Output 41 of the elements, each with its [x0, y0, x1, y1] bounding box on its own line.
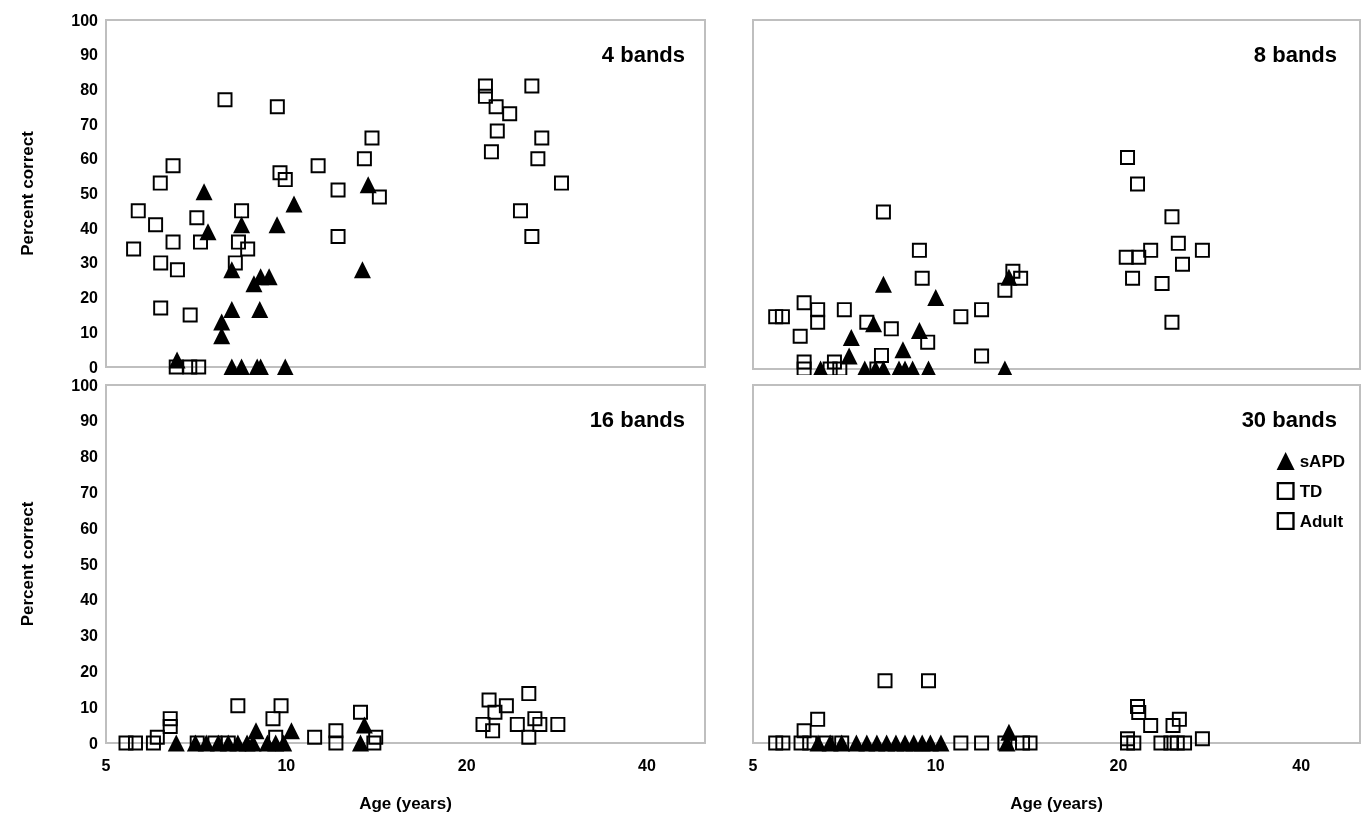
y-tick-label: 80: [80, 448, 99, 466]
x-tick-label: 10: [277, 756, 296, 774]
x-tick-label: 5: [748, 756, 758, 774]
y-tick-label: 60: [80, 519, 99, 537]
x-axis-title: Age (years): [359, 794, 452, 813]
y-tick-label: 30: [80, 627, 99, 645]
y-tick-label: 10: [80, 698, 99, 716]
y-tick-label: 100: [71, 11, 99, 29]
y-tick-label: 40: [80, 591, 99, 609]
legend-label: Adult: [1299, 511, 1344, 531]
x-tick-label: 20: [457, 756, 476, 774]
y-tick-label: 50: [80, 555, 99, 573]
text: 30 bands: [1241, 406, 1338, 432]
y-tick-label: 10: [80, 323, 99, 341]
y-tick-label: 70: [80, 483, 99, 501]
x-tick-label: 40: [1292, 756, 1311, 774]
x-tick-label: 10: [926, 756, 945, 774]
y-tick-label: 60: [80, 150, 99, 168]
y-tick-label: 0: [89, 358, 99, 376]
x-tick-label: 40: [638, 756, 656, 774]
y-tick-label: 40: [80, 219, 99, 237]
x-tick-label: 5: [101, 756, 111, 774]
legend-label: TD: [1299, 481, 1323, 501]
y-tick-label: 80: [80, 80, 99, 98]
y-tick-label: 70: [80, 115, 99, 133]
y-axis-title: Percent correct: [18, 501, 37, 627]
text: 8 bands: [1253, 41, 1338, 67]
text: 4 bands: [601, 41, 686, 67]
y-tick-label: 30: [80, 254, 99, 272]
x-tick-label: 20: [1109, 756, 1128, 774]
y-tick-label: 90: [80, 412, 99, 430]
legend-label: sAPD: [1299, 451, 1346, 471]
y-tick-label: 0: [89, 734, 99, 752]
y-tick-label: 20: [80, 662, 99, 680]
y-tick-label: 20: [80, 289, 99, 307]
text: 16 bands: [589, 406, 686, 432]
x-axis-title: Age (years): [1010, 794, 1103, 813]
y-axis-title: Percent correct: [18, 130, 37, 256]
y-tick-label: 100: [71, 376, 99, 394]
y-tick-label: 50: [80, 185, 99, 202]
y-tick-label: 90: [80, 46, 99, 64]
